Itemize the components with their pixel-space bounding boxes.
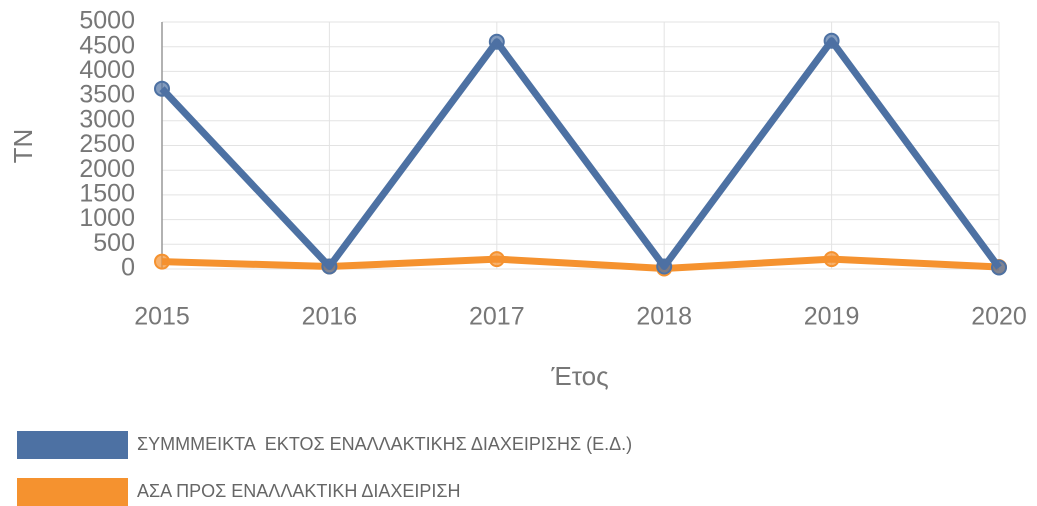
y-tick-label: 500 xyxy=(93,229,135,257)
y-tick-label: 3000 xyxy=(79,105,135,133)
x-tick-label: 2015 xyxy=(134,303,190,331)
point-marker xyxy=(154,253,170,270)
y-tick-label: 1500 xyxy=(79,180,135,208)
series-line xyxy=(161,255,1000,273)
point-marker xyxy=(488,251,505,268)
legend-swatch xyxy=(17,478,128,506)
legend-text: ΑΣΑ ΠΡΟΣ ΕΝΑΛΛΑΚΤΙΚΗ ΔΙΑΧΕΙΡΙΣΗ xyxy=(137,481,461,501)
x-tick-label: 2019 xyxy=(804,303,860,331)
point-marker xyxy=(823,32,840,49)
x-tick-label: 2020 xyxy=(971,303,1027,331)
legend-swatch xyxy=(17,431,128,459)
x-tick-label: 2016 xyxy=(302,303,358,331)
point-marker xyxy=(488,33,505,50)
point-marker xyxy=(321,258,338,275)
y-axis-label: TN xyxy=(8,129,38,164)
point-marker xyxy=(656,258,673,275)
series-line xyxy=(159,37,1002,271)
legend-text: ΣΥΜΜΜΕΙΚΤΑ ΕΚΤΟΣ ΕΝΑΛΛΑΚΤΙΚΗΣ ΔΙΑΧΕΙΡΙΣΗ… xyxy=(137,434,632,454)
y-tick-label: 0 xyxy=(121,254,135,282)
x-tick-label: 2018 xyxy=(636,303,692,331)
y-tick-label: 2000 xyxy=(79,155,135,183)
y-tick-label: 4000 xyxy=(79,56,135,84)
y-tick-label: 4500 xyxy=(79,31,135,59)
x-tick-label: 2017 xyxy=(469,303,525,331)
y-tick-label: 5000 xyxy=(79,7,135,35)
point-marker xyxy=(154,80,170,97)
y-tick-label: 2500 xyxy=(79,130,135,158)
x-axis-label: Έτος xyxy=(550,361,608,391)
point-marker xyxy=(991,259,1007,276)
y-tick-label: 3500 xyxy=(79,81,135,109)
y-tick-label: 1000 xyxy=(79,204,135,232)
point-marker xyxy=(823,251,840,268)
